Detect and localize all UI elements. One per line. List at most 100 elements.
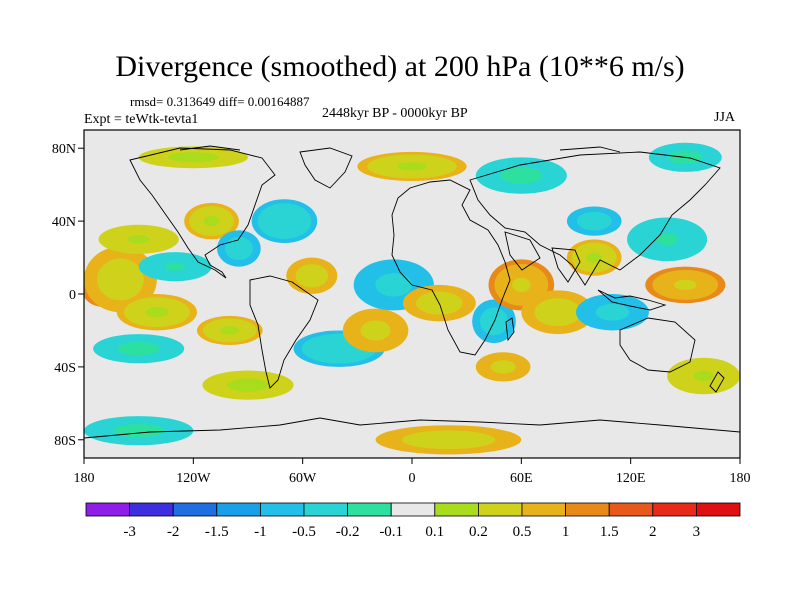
coast-asia <box>469 151 721 286</box>
field-contour <box>602 307 623 318</box>
field-contour <box>674 279 697 290</box>
colorbar-swatch <box>565 502 610 517</box>
colorbar-swatch <box>303 502 348 517</box>
field-contour <box>235 381 261 390</box>
field-anomaly <box>251 199 318 243</box>
coast-indonesia <box>597 289 667 311</box>
field-anomaly <box>667 357 740 395</box>
field-contour <box>304 270 319 281</box>
field-anomaly <box>627 217 708 262</box>
colorbar-swatch <box>652 502 697 517</box>
lon-tick-label: 180 <box>730 471 751 486</box>
colorbar-swatch <box>434 502 479 517</box>
field-anomaly <box>488 259 555 311</box>
period-label: 2448kyr BP - 0000kyr BP <box>322 106 468 121</box>
field-contour <box>275 214 294 228</box>
colorbar-label: 2 <box>649 524 657 540</box>
field-contour <box>655 233 679 246</box>
field-contour <box>693 370 714 382</box>
field-anomaly <box>357 151 467 182</box>
field-anomaly <box>93 334 185 364</box>
colorbar-swatch <box>521 502 566 517</box>
field-contour <box>326 343 352 354</box>
field-anomaly <box>566 239 622 276</box>
coast-arctic-islands <box>179 145 621 153</box>
lat-tick-label: 40S <box>54 361 76 376</box>
field-contour <box>123 426 154 435</box>
field-anomaly <box>645 266 726 304</box>
lat-tick-label: 0 <box>69 288 76 303</box>
field-anomaly <box>138 252 212 282</box>
coast-south-america <box>249 275 319 389</box>
lat-tick-label: 80N <box>52 142 76 157</box>
field-contour <box>164 262 186 271</box>
field-contour <box>110 270 131 289</box>
coast-antarctica <box>84 417 740 439</box>
field-anomaly <box>84 246 157 313</box>
field-contour <box>586 252 602 263</box>
field-contour <box>382 277 406 293</box>
field-anomaly <box>116 294 197 331</box>
coast-greenland <box>299 147 353 189</box>
coastlines <box>84 145 740 439</box>
field-anomaly <box>576 294 649 331</box>
season-label: JJA <box>714 110 736 125</box>
lon-tick-label: 120W <box>176 471 211 486</box>
coast-madagascar <box>505 317 515 342</box>
field-contour <box>512 277 531 293</box>
coast-india <box>551 247 581 283</box>
colorbar-label: 0.2 <box>469 524 488 540</box>
colorbar-label: -2 <box>167 524 180 540</box>
colorbar-label: 1 <box>562 524 570 540</box>
lon-tick-label: 0 <box>409 471 416 486</box>
colorbar-label: 0.1 <box>425 524 444 540</box>
lat-axis: 80N 40N 0 40S 80S <box>52 142 84 449</box>
field-anomaly <box>196 315 263 346</box>
figure-title: Divergence (smoothed) at 200 hPa (10**6 … <box>115 50 685 83</box>
field-anomaly <box>521 290 595 335</box>
lon-tick-label: 120E <box>616 471 646 486</box>
colorbar-swatch <box>85 502 130 517</box>
colorbar-swatch <box>129 502 174 517</box>
field-anomaly <box>138 146 248 169</box>
lat-tick-label: 40N <box>52 215 76 230</box>
colorbar-label: -0.2 <box>336 524 360 540</box>
coast-arabia <box>504 231 541 271</box>
colorbar-swatch <box>608 502 654 517</box>
field-anomaly <box>84 416 194 446</box>
colorbar-swatch <box>172 502 218 517</box>
field-contour <box>220 326 239 335</box>
field-contour <box>127 235 150 244</box>
colorbar-label: -1.5 <box>205 524 229 540</box>
colorbar-swatch <box>390 502 436 517</box>
field-anomaly <box>98 224 179 254</box>
field-anomaly <box>375 425 522 455</box>
field-contour <box>145 307 169 318</box>
colorbar: -3 -2 -1.5 -1 -0.5 -0.2 -0.1 0.1 0.2 0.5 1 1.5 2 3 <box>85 502 741 540</box>
field-contour <box>586 217 602 226</box>
colorbar-label: 3 <box>693 524 701 540</box>
colorbar-swatch <box>477 502 523 517</box>
colorbar-label: -0.5 <box>292 524 316 540</box>
field-anomaly <box>475 352 531 382</box>
field-contour <box>428 435 469 444</box>
field-contour <box>178 154 209 161</box>
lon-axis: 180 120W 60W 0 60E 120E 180 <box>74 458 751 486</box>
field-contour <box>396 162 428 171</box>
field-contour <box>547 306 568 319</box>
field-contour <box>508 170 535 181</box>
field-contour <box>125 344 152 353</box>
experiment-label: Expt = teWtk-tevta1 <box>84 112 199 127</box>
lon-tick-label: 180 <box>74 471 95 486</box>
field-anomaly <box>202 370 294 400</box>
field-anomaly <box>566 206 622 236</box>
field-anomaly <box>217 230 261 267</box>
field-contour <box>366 324 385 337</box>
colorbar-label: -1 <box>254 524 267 540</box>
colorbar-label: -3 <box>123 524 136 540</box>
field-anomaly <box>342 308 409 353</box>
colorbar-label: -0.1 <box>379 524 403 540</box>
colorbar-label: 1.5 <box>600 524 619 540</box>
field-contour <box>495 362 511 371</box>
